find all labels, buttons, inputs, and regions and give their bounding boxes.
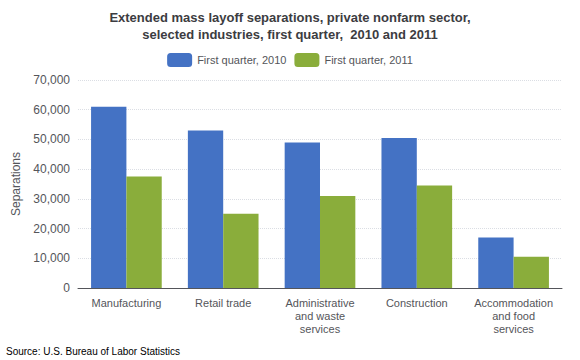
svg-text:10,000: 10,000 — [33, 251, 70, 265]
svg-text:20,000: 20,000 — [33, 222, 70, 236]
svg-text:70,000: 70,000 — [33, 73, 70, 87]
svg-text:Construction: Construction — [386, 297, 448, 309]
svg-text:services: services — [493, 323, 534, 335]
svg-text:Manufacturing: Manufacturing — [92, 297, 162, 309]
svg-text:30,000: 30,000 — [33, 192, 70, 206]
svg-text:First quarter, 2010: First quarter, 2010 — [197, 54, 286, 66]
svg-text:Retail trade: Retail trade — [195, 297, 251, 309]
svg-text:selected industries, first qua: selected industries, first quarter, 2010… — [142, 27, 438, 42]
svg-text:60,000: 60,000 — [33, 103, 70, 117]
svg-text:Accommodation: Accommodation — [474, 297, 553, 309]
svg-text:Administrative: Administrative — [285, 297, 354, 309]
svg-text:and food: and food — [492, 310, 535, 322]
svg-text:services: services — [300, 323, 341, 335]
svg-text:Source: U.S. Bureau of Labor S: Source: U.S. Bureau of Labor Statistics — [6, 346, 180, 357]
svg-text:and waste: and waste — [295, 310, 345, 322]
svg-text:Separations: Separations — [9, 152, 23, 216]
svg-text:First quarter, 2011: First quarter, 2011 — [324, 54, 412, 66]
svg-text:Extended mass layoff separatio: Extended mass layoff separations, privat… — [109, 10, 470, 25]
svg-text:0: 0 — [63, 281, 70, 295]
svg-text:50,000: 50,000 — [33, 132, 70, 146]
svg-text:40,000: 40,000 — [33, 162, 70, 176]
